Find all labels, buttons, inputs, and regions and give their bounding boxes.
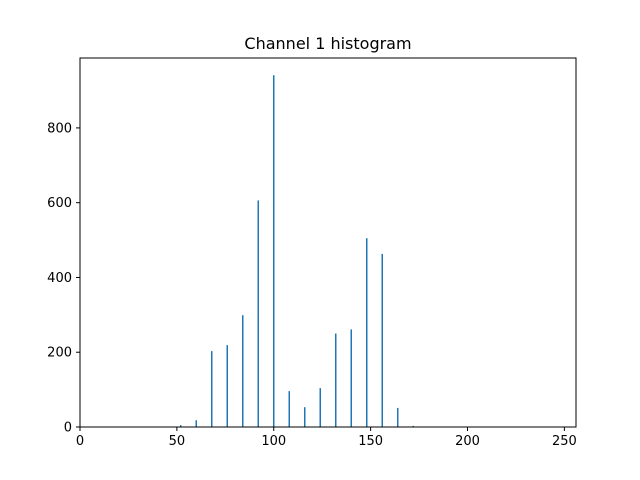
- x-tick-label: 150: [358, 434, 383, 449]
- histogram-bar: [257, 200, 259, 427]
- histogram-bar: [412, 425, 414, 427]
- bars-group: [180, 75, 414, 427]
- histogram-bar: [350, 329, 352, 427]
- x-axis-ticks: 0 50 100 150 200 250: [76, 427, 577, 449]
- histogram-bar: [195, 420, 197, 427]
- plot-frame: [79, 57, 577, 428]
- histogram-bar: [319, 388, 321, 427]
- x-tick-label: 200: [455, 434, 480, 449]
- histogram-bar: [242, 315, 244, 427]
- y-tick-label: 0: [64, 421, 72, 436]
- histogram-bar: [335, 333, 337, 427]
- y-tick-label: 400: [47, 271, 72, 286]
- histogram-bar: [273, 75, 275, 427]
- y-tick-label: 600: [47, 196, 72, 211]
- y-axis-ticks: 0 200 400 600 800: [47, 121, 80, 436]
- histogram-bar: [397, 407, 399, 427]
- histogram-bar: [304, 407, 306, 427]
- chart-title: Channel 1 histogram: [244, 34, 411, 53]
- x-tick-label: 0: [76, 434, 84, 449]
- histogram-bar: [381, 253, 383, 427]
- histogram-bar: [366, 238, 368, 427]
- x-tick-label: 100: [261, 434, 286, 449]
- histogram-bar: [226, 345, 228, 427]
- y-tick-label: 800: [47, 121, 72, 136]
- histogram-bar: [180, 425, 182, 427]
- x-tick-label: 50: [169, 434, 186, 449]
- y-tick-label: 200: [47, 346, 72, 361]
- x-tick-label: 250: [552, 434, 577, 449]
- histogram-bar: [211, 351, 213, 427]
- histogram-bar: [288, 391, 290, 427]
